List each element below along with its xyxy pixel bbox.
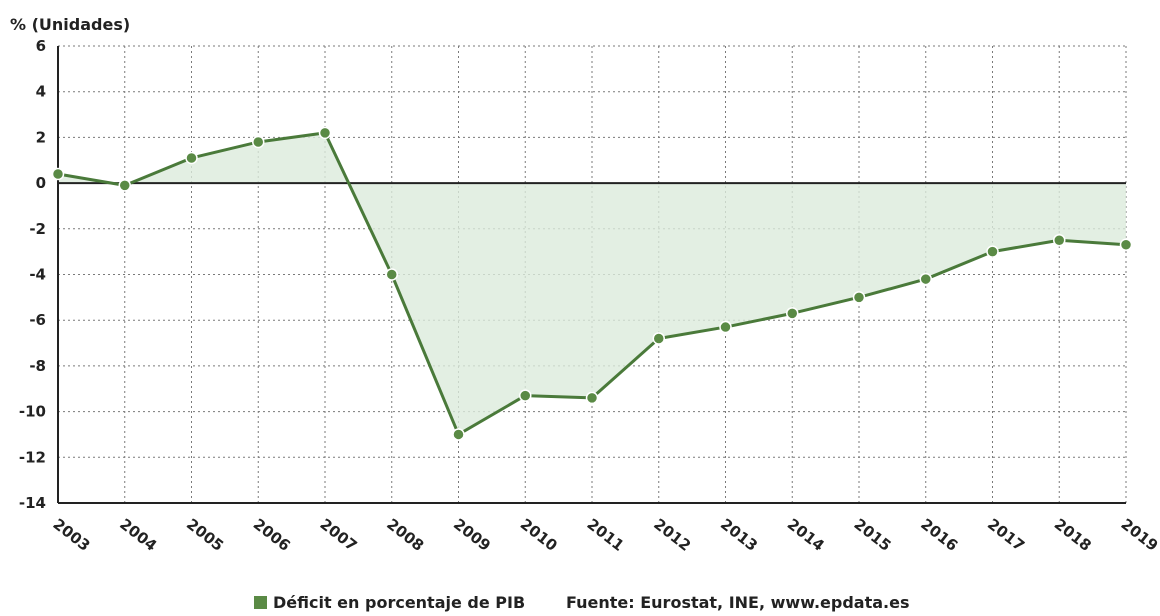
y-axis-label: % (Unidades) <box>10 15 130 34</box>
data-point-2006 <box>252 135 265 149</box>
x-tick-label-2008: 2008 <box>383 515 427 555</box>
x-tick-label-2015: 2015 <box>851 515 895 555</box>
data-point-2016 <box>919 272 932 286</box>
x-tick-label-2005: 2005 <box>183 515 227 555</box>
source-note: Fuente: Eurostat, INE, www.epdata.es <box>566 593 909 612</box>
data-point-2007 <box>318 126 332 140</box>
data-point-2008 <box>385 268 398 281</box>
area-path <box>58 132 1126 435</box>
x-tick-label-2018: 2018 <box>1051 515 1095 555</box>
data-point-2005 <box>185 151 198 165</box>
x-tick-label-2013: 2013 <box>717 515 761 555</box>
data-point-2009 <box>452 428 465 441</box>
area-fill <box>58 132 1126 435</box>
x-tick-label-2016: 2016 <box>917 515 961 555</box>
x-tick-label-2019: 2019 <box>1118 515 1160 555</box>
x-tick-label-2012: 2012 <box>650 515 694 555</box>
y-tick-label: -12 <box>19 448 46 466</box>
data-point-2018 <box>1053 233 1066 247</box>
x-tick-label-2004: 2004 <box>116 515 160 555</box>
y-tick-label: 6 <box>36 37 46 55</box>
data-point-2014 <box>786 307 799 320</box>
x-tick-labels: 2003 2004 2005 2006 2007 2008 2009 2010 2011 2012… <box>50 515 1160 555</box>
data-point-2012 <box>652 332 665 345</box>
y-tick-label: 4 <box>36 83 46 101</box>
data-point-2004 <box>118 179 131 192</box>
data-point-2013 <box>719 320 732 334</box>
x-tick-label-2010: 2010 <box>517 515 561 555</box>
legend-swatch <box>254 596 267 609</box>
y-tick-label: -6 <box>29 311 46 329</box>
x-tick-label-2003: 2003 <box>50 515 94 555</box>
y-tick-labels: 6 4 2 0 -2 -4 -6 -8 -10 -12 -14 <box>19 37 46 512</box>
data-point-2019 <box>1119 238 1133 252</box>
y-tick-label: -14 <box>19 494 46 512</box>
data-points <box>51 126 1133 441</box>
data-point-2003 <box>51 167 65 181</box>
y-tick-label: -8 <box>29 357 46 375</box>
x-tick-label-2014: 2014 <box>784 515 828 555</box>
x-tick-label-2017: 2017 <box>984 515 1028 555</box>
y-tick-label: -10 <box>19 403 46 421</box>
legend: Déficit en porcentaje de PIB <box>254 593 525 612</box>
data-point-2017 <box>986 245 999 258</box>
data-point-2010 <box>519 389 532 402</box>
x-tick-label-2011: 2011 <box>584 515 628 555</box>
y-tick-label: -4 <box>29 266 46 284</box>
x-tick-label-2006: 2006 <box>250 515 294 555</box>
data-point-2011 <box>585 391 599 405</box>
y-tick-label: 0 <box>36 174 46 192</box>
axes <box>57 46 1126 504</box>
y-tick-label: -2 <box>29 220 46 238</box>
legend-label: Déficit en porcentaje de PIB <box>273 593 525 612</box>
x-tick-label-2009: 2009 <box>450 515 494 555</box>
data-point-2015 <box>852 291 866 304</box>
x-tick-label-2007: 2007 <box>317 515 361 555</box>
y-tick-label: 2 <box>36 128 46 146</box>
